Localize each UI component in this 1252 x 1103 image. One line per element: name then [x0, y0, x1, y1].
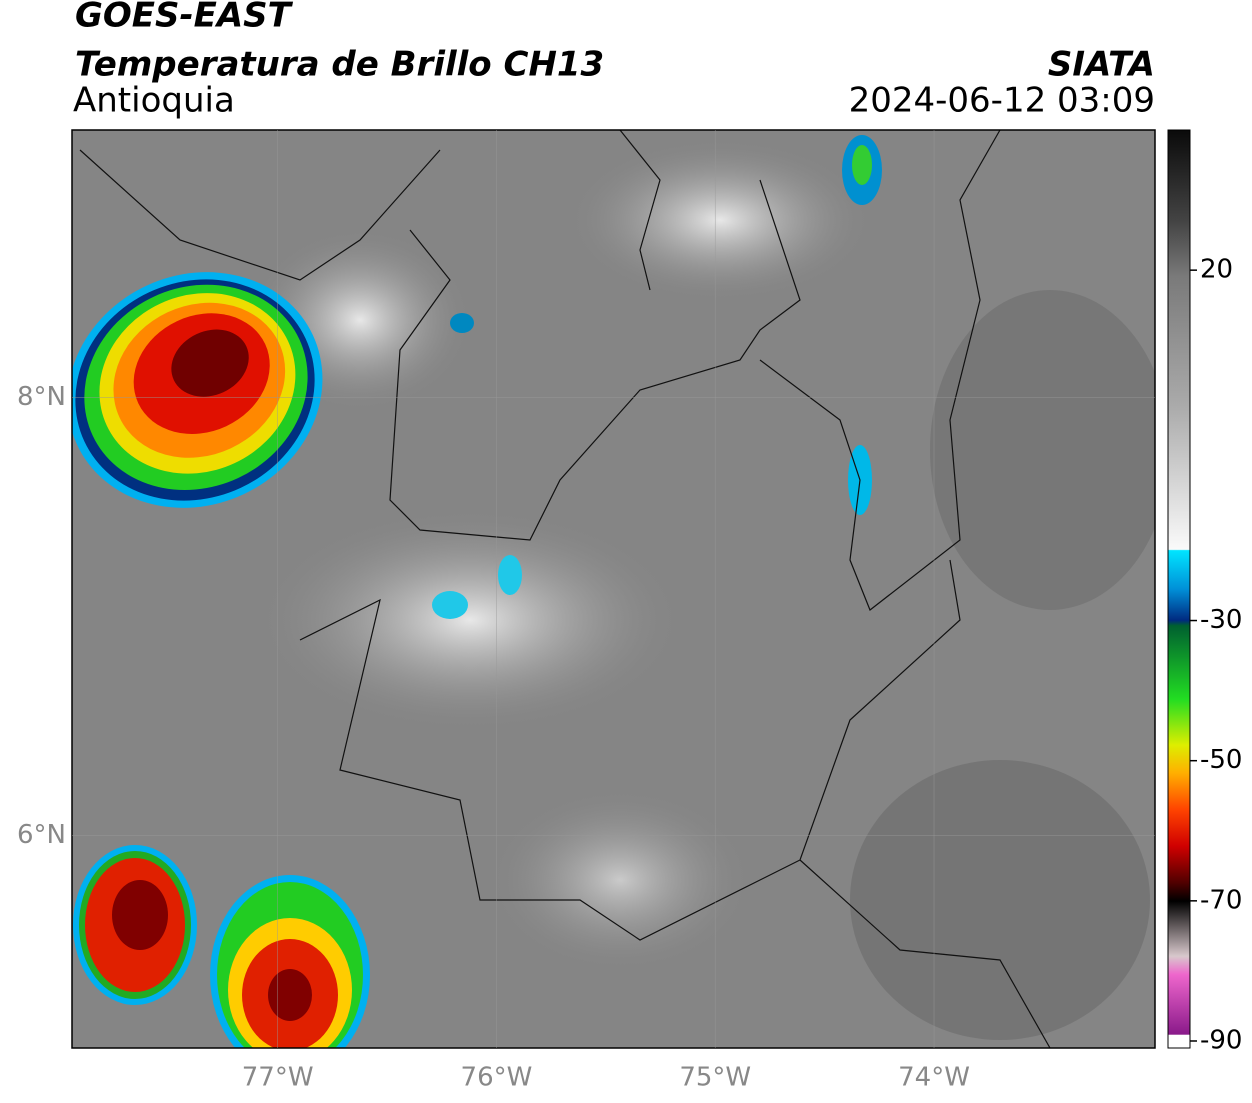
colorbar-tick-label: -90 — [1200, 1025, 1242, 1055]
x-tick-label: 74°W — [898, 1063, 970, 1093]
y-tick-label: 6°N — [17, 820, 66, 850]
map-frame — [71, 129, 1156, 1049]
colorbar-tick-label: 20 — [1200, 255, 1233, 285]
x-tick-label: 77°W — [242, 1063, 314, 1093]
region: Antioquia — [73, 81, 235, 121]
timestamp: 2024-06-12 03:09 — [849, 81, 1155, 121]
title: GOES-EAST — [75, 0, 294, 36]
subtitle: Temperatura de Brillo CH13 — [75, 45, 604, 85]
source: SIATA — [1048, 45, 1155, 85]
y-tick-label: 8°N — [17, 382, 66, 412]
colorbar-tick-label: -30 — [1200, 605, 1242, 635]
colorbar-tick-label: -70 — [1200, 885, 1242, 915]
x-tick-label: 76°W — [461, 1063, 533, 1093]
x-tick-label: 75°W — [679, 1063, 751, 1093]
colorbar — [1167, 129, 1191, 1049]
satellite-image — [72, 130, 1155, 1048]
colorbar-tick-label: -50 — [1200, 745, 1242, 775]
